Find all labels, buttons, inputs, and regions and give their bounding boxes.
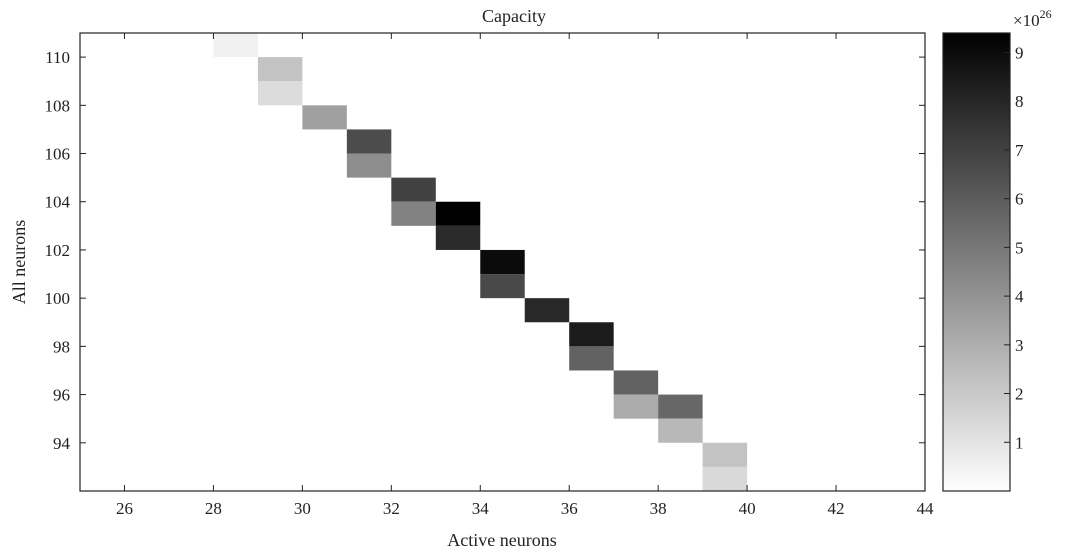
plot-area — [79, 32, 926, 492]
heatmap-cell — [524, 298, 570, 323]
heatmap-cells — [213, 33, 748, 491]
y-tick-label: 98 — [53, 337, 70, 356]
colorbar-tick-label: 7 — [1015, 141, 1024, 160]
y-axis: 94 96 98 100 102 104 106 108 110 — [45, 48, 925, 453]
heatmap-cell — [480, 274, 525, 299]
heatmap-cell — [346, 129, 392, 154]
heatmap-cell — [658, 394, 703, 419]
heatmap-cell — [658, 418, 703, 443]
y-axis-title: All neurons — [9, 220, 29, 305]
y-tick-label: 104 — [45, 193, 71, 212]
heatmap-cell — [480, 249, 525, 275]
x-tick-label: 26 — [116, 499, 133, 518]
heatmap-cell — [569, 322, 614, 347]
x-axis: 26 28 30 32 34 36 38 40 42 44 — [116, 33, 934, 518]
colorbar-tick-label: 4 — [1015, 287, 1024, 306]
heatmap-cell — [391, 177, 436, 202]
x-tick-label: 44 — [917, 499, 935, 518]
heatmap-cell — [569, 346, 614, 371]
x-axis-title: Active neurons — [447, 530, 556, 550]
y-tick-label: 94 — [53, 434, 71, 453]
colorbar-gradient — [943, 33, 1010, 491]
heatmap-cell — [613, 394, 659, 419]
heatmap-cell — [257, 57, 303, 82]
heatmap-cell — [613, 370, 659, 395]
x-tick-label: 38 — [650, 499, 667, 518]
heatmap-cell — [435, 225, 481, 250]
y-tick-label: 100 — [45, 289, 71, 308]
colorbar-tick-label: 3 — [1015, 336, 1024, 355]
y-tick-label: 108 — [45, 96, 71, 115]
y-tick-label: 102 — [45, 241, 71, 260]
heatmap-cell — [302, 105, 347, 130]
heatmap-cell — [435, 201, 481, 226]
x-tick-label: 32 — [383, 499, 400, 518]
colorbar-tick-label: 1 — [1015, 433, 1024, 452]
colorbar-tick-label: 8 — [1015, 92, 1024, 111]
colorbar-multiplier-exponent: 26 — [1040, 7, 1052, 21]
colorbar-tick-label: 9 — [1015, 43, 1024, 62]
chart-title: Capacity — [482, 6, 546, 26]
x-tick-label: 34 — [472, 499, 490, 518]
heatmap-cell — [213, 33, 258, 58]
heatmap-cell — [391, 201, 436, 226]
heatmap-cell — [702, 442, 748, 467]
colorbar-tick-label: 5 — [1015, 238, 1024, 257]
heatmap-cell — [702, 466, 748, 491]
y-tick-label: 96 — [53, 386, 70, 405]
plot-frame — [79, 32, 926, 492]
x-tick-label: 28 — [205, 499, 222, 518]
colorbar-multiplier: ×1026 — [1013, 7, 1052, 30]
y-tick-label: 110 — [45, 48, 70, 67]
colorbar-multiplier-base: ×10 — [1013, 11, 1040, 30]
colorbar-ticks: 1 2 3 4 5 6 7 8 9 — [1004, 43, 1024, 452]
colorbar: 1 2 3 4 5 6 7 8 9 ×1026 — [942, 7, 1052, 492]
x-tick-label: 40 — [739, 499, 756, 518]
colorbar-frame — [942, 32, 1011, 492]
x-tick-label: 36 — [561, 499, 578, 518]
x-tick-label: 30 — [294, 499, 311, 518]
heatmap-cell — [257, 81, 303, 106]
colorbar-tick-label: 6 — [1015, 190, 1024, 209]
colorbar-tick-label: 2 — [1015, 385, 1024, 404]
x-tick-label: 42 — [828, 499, 845, 518]
y-tick-label: 106 — [45, 145, 71, 164]
heatmap-cell — [346, 153, 392, 178]
